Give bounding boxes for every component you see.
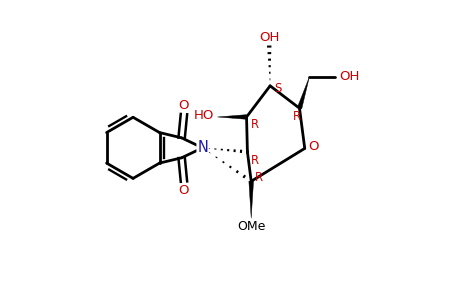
- Text: OH: OH: [339, 70, 360, 83]
- Text: S: S: [275, 82, 282, 95]
- Text: N: N: [197, 140, 208, 155]
- Text: O: O: [179, 99, 189, 112]
- Polygon shape: [249, 181, 254, 218]
- Text: O: O: [179, 184, 189, 197]
- Text: OMe: OMe: [237, 220, 266, 233]
- Text: R: R: [251, 118, 259, 131]
- Text: HO: HO: [194, 109, 214, 122]
- Text: OH: OH: [260, 31, 280, 44]
- Text: O: O: [308, 140, 319, 152]
- Text: R: R: [292, 110, 301, 123]
- Text: R: R: [250, 154, 259, 166]
- Text: R: R: [255, 171, 263, 184]
- Polygon shape: [298, 77, 309, 109]
- Polygon shape: [218, 115, 246, 119]
